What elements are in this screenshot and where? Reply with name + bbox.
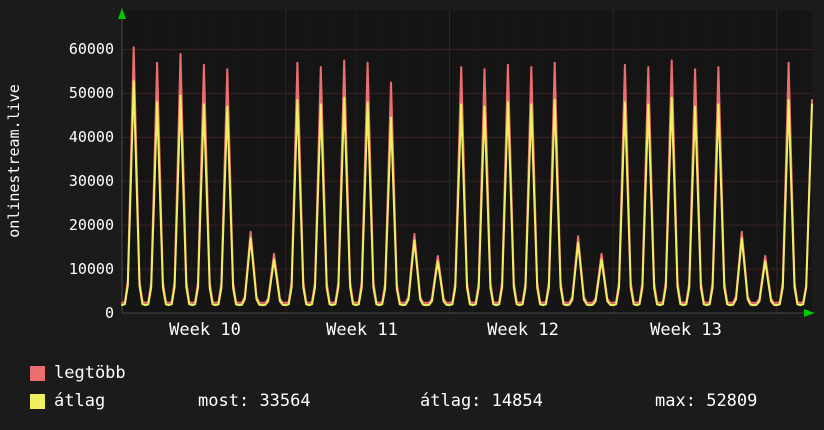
legend-label-max: legtöbb [54, 363, 126, 383]
y-axis-label: 10000 [68, 260, 114, 278]
watermark-label: onlinestream.live [5, 84, 23, 238]
legend-row-max: legtöbb [30, 363, 126, 383]
x-axis-label-week-12: Week 12 [487, 320, 559, 340]
stat-most-value: 33564 [259, 391, 311, 411]
x-axis-label-week-13: Week 13 [650, 320, 722, 340]
legend-swatch-max [30, 365, 45, 381]
y-axis-label: 60000 [68, 40, 114, 58]
y-axis-label: 40000 [68, 128, 114, 146]
y-axis-label: 20000 [68, 216, 114, 234]
legend-swatch-avg [30, 393, 45, 409]
stat-max-label: max: [655, 391, 696, 411]
stat-atlag-label: átlag: [420, 391, 482, 411]
stat-atlag-value: 14854 [491, 391, 543, 411]
y-axis-label: 0 [104, 304, 114, 322]
plot-svg [118, 8, 815, 317]
y-axis-label: 30000 [68, 172, 114, 190]
stat-atlag: átlag: 14854 [420, 391, 543, 411]
stat-most: most: 33564 [198, 391, 311, 411]
legend-row-avg: átlag [30, 391, 106, 411]
stat-max: max: 52809 [655, 391, 758, 411]
y-axis-label: 50000 [68, 84, 114, 102]
stat-max-value: 52809 [706, 391, 758, 411]
x-axis-label-week-10: Week 10 [169, 320, 241, 340]
plot-area [118, 8, 815, 317]
stat-most-label: most: [198, 391, 250, 411]
x-axis-label-week-11: Week 11 [326, 320, 398, 340]
legend-label-avg: átlag [54, 391, 106, 411]
